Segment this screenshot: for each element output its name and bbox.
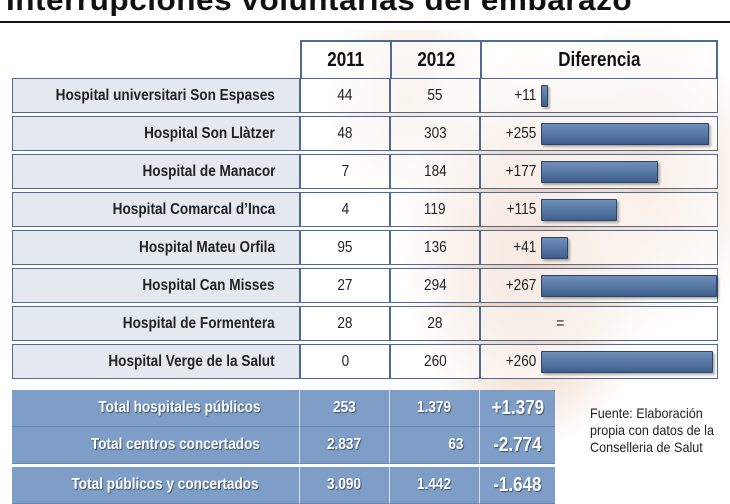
value-2012: 303 (390, 116, 480, 151)
diff-bar (541, 236, 569, 259)
total-diff: -1.648 (480, 467, 555, 504)
diff-bar (541, 122, 710, 145)
total-label: Total públicos y concertados (12, 467, 300, 504)
value-2011: 7 (300, 154, 390, 189)
diff-bar (541, 274, 717, 297)
diff-label: +41 (513, 238, 537, 256)
value-2012: 119 (390, 192, 480, 227)
table-row: Hospital universitari Son Espases 44 55 … (12, 78, 718, 113)
value-2012: 260 (390, 344, 480, 379)
diff-label: +267 (505, 276, 537, 294)
value-2012: 28 (390, 306, 480, 341)
diff-cell: = (480, 306, 718, 341)
diff-label: +177 (505, 162, 537, 180)
diff-cell: +267 (480, 268, 718, 303)
diff-bar (541, 84, 549, 107)
hospital-name: Hospital Can Misses (12, 268, 300, 303)
diff-label: +115 (506, 200, 537, 218)
diff-label: +260 (505, 352, 537, 370)
diff-bar (541, 198, 617, 221)
diff-label: +255 (505, 124, 537, 142)
hospital-name: Hospital Son Llàtzer (12, 116, 300, 151)
table-row: Hospital Mateu Orfila 95 136 +41 (12, 230, 718, 265)
value-2011: 27 (300, 268, 390, 303)
totals-row: Total centros concertados 2.837 63 -2.77… (12, 427, 555, 464)
page-title: Interrupciones voluntarias del embarazo (6, 0, 633, 17)
total-2011: 253 (300, 390, 390, 427)
total-diff: +1.379 (480, 390, 555, 427)
value-2011: 44 (300, 78, 390, 113)
totals-row: Total hospitales públicos 253 1.379 +1.3… (12, 390, 555, 427)
header-diferencia: Diferencia (480, 40, 718, 78)
source-note: Fuente: Elaboración propia con datos de … (590, 405, 714, 455)
diff-label: +11 (514, 86, 537, 104)
value-2011: 0 (300, 344, 390, 379)
value-2012: 55 (390, 78, 480, 113)
title-rule (0, 21, 730, 23)
total-2012: 1.442 (390, 467, 480, 504)
totals-row: Total públicos y concertados 3.090 1.442… (12, 467, 555, 504)
diff-cell: +41 (480, 230, 718, 265)
total-2012: 63 (390, 427, 480, 464)
totals-separator (12, 464, 555, 467)
total-2011: 3.090 (300, 467, 390, 504)
total-diff: -2.774 (480, 427, 555, 464)
diff-label: = (556, 314, 565, 332)
diff-cell: +260 (480, 344, 718, 379)
value-2012: 294 (390, 268, 480, 303)
table-row: Hospital Son Llàtzer 48 303 +255 (12, 116, 718, 151)
diff-cell: +177 (480, 154, 718, 189)
total-2012: 1.379 (390, 390, 480, 427)
table-row: Hospital Verge de la Salut 0 260 +260 (12, 344, 718, 379)
table-row: Hospital de Formentera 28 28 = (12, 306, 718, 341)
hospital-name: Hospital Verge de la Salut (12, 344, 300, 379)
diff-cell: +115 (480, 192, 718, 227)
table-row: Hospital Comarcal d’Inca 4 119 +115 (12, 192, 718, 227)
total-label: Total centros concertados (12, 427, 300, 464)
hospital-name: Hospital Comarcal d’Inca (12, 192, 300, 227)
diff-cell: +255 (480, 116, 718, 151)
total-2011: 2.837 (300, 427, 390, 464)
diff-bar (541, 160, 658, 183)
diff-bar (541, 350, 713, 373)
hospital-name: Hospital de Formentera (12, 306, 300, 341)
value-2011: 4 (300, 192, 390, 227)
value-2012: 136 (390, 230, 480, 265)
hospital-name: Hospital universitari Son Espases (12, 78, 300, 113)
table-row: Hospital Can Misses 27 294 +267 (12, 268, 718, 303)
value-2011: 48 (300, 116, 390, 151)
header-2011: 2011 (300, 40, 392, 78)
hospital-name: Hospital de Manacor (12, 154, 300, 189)
value-2012: 184 (390, 154, 480, 189)
diff-cell: +11 (480, 78, 718, 113)
header-2012: 2012 (390, 40, 482, 78)
table-row: Hospital de Manacor 7 184 +177 (12, 154, 718, 189)
hospital-name: Hospital Mateu Orfila (12, 230, 300, 265)
value-2011: 28 (300, 306, 390, 341)
total-label: Total hospitales públicos (12, 390, 300, 427)
value-2011: 95 (300, 230, 390, 265)
